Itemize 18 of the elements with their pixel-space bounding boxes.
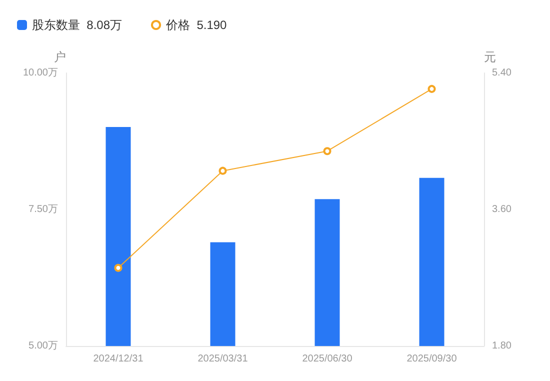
legend-label: 股东数量 8.08万 — [32, 18, 122, 32]
x-tick-label: 2024/12/31 — [93, 354, 144, 364]
point — [428, 84, 436, 93]
point — [323, 147, 332, 156]
y-tick-label: 10.00万 — [22, 68, 58, 78]
y2-tick-label: 1.80 — [492, 340, 512, 352]
y2-tick-label: 3.60 — [492, 204, 512, 215]
y2-axis-title: 元 — [484, 50, 496, 64]
legend-label: 价格 5.190 — [165, 18, 228, 32]
point — [114, 264, 122, 272]
x-tick-label: 2025/06/30 — [302, 354, 353, 364]
x-tick-label: 2025/09/30 — [406, 354, 458, 364]
x-tick-label: 2025/03/31 — [198, 354, 248, 364]
y-tick-label: 7.50万 — [28, 204, 58, 215]
point — [218, 166, 227, 175]
y-tick-label: 5.00万 — [28, 340, 58, 352]
y2-tick-label: 5.40 — [492, 68, 512, 78]
y-axis-title: 户 — [54, 50, 66, 64]
